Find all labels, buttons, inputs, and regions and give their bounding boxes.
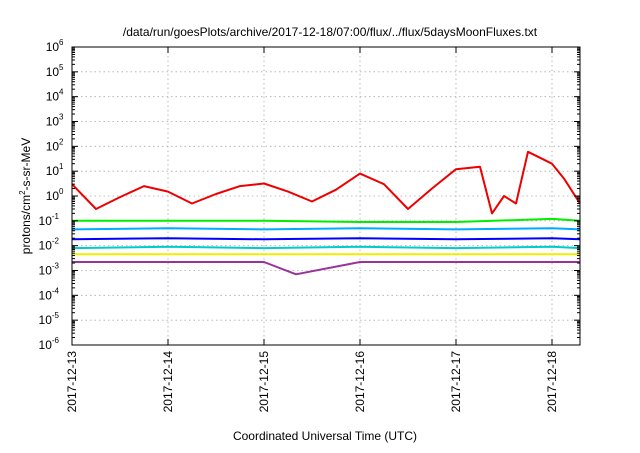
- svg-text:protons/cm2-s-sr-MeV: protons/cm2-s-sr-MeV: [18, 138, 33, 254]
- x-tick-label: 2017-12-17: [449, 351, 463, 413]
- x-tick-label: 2017-12-16: [353, 351, 367, 413]
- y-axis-label-rest: -s-sr-MeV: [19, 138, 33, 191]
- x-axis-label: Coordinated Universal Time (UTC): [233, 429, 417, 443]
- tick-layer: 10-6 10-5 10-4 10-3 10-2 10-1 100 101 102 103 104 1…: [39, 38, 580, 412]
- x-tick-label: 2017-12-18: [545, 351, 559, 413]
- y-tick-label: 10-4: [39, 286, 60, 302]
- y-tick-label: 102: [46, 137, 64, 153]
- y-tick-label: 10-1: [39, 212, 60, 228]
- y-tick-label: 104: [46, 88, 64, 104]
- series-line-7: [72, 261, 580, 276]
- series-layer: [71, 150, 581, 276]
- y-tick-label: 101: [46, 162, 64, 178]
- series-line-2: [72, 217, 581, 223]
- y-tick-label: 103: [46, 113, 64, 129]
- y-axis-label-base: protons/cm: [19, 195, 33, 254]
- grid-layer: [72, 47, 580, 345]
- y-tick-label: 10-3: [39, 262, 60, 278]
- series-line-4: [71, 237, 581, 241]
- x-tick-label: 2017-12-13: [65, 351, 79, 413]
- y-axis-label-sup: 2: [18, 190, 27, 195]
- x-tick-label: 2017-12-14: [161, 351, 175, 413]
- y-tick-label: 106: [46, 38, 64, 54]
- y-tick-label: 10-6: [39, 336, 60, 352]
- chart-title: /data/run/goesPlots/archive/2017-12-18/0…: [123, 25, 538, 39]
- y-axis-label: protons/cm2-s-sr-MeV: [18, 138, 33, 254]
- x-tick-label: 2017-12-15: [257, 351, 271, 413]
- y-tick-label: 100: [46, 187, 64, 203]
- series-line-5: [71, 245, 581, 250]
- series-line-1: [71, 150, 581, 215]
- y-tick-label: 10-2: [39, 237, 60, 253]
- y-tick-label: 105: [46, 63, 64, 79]
- series-line-3: [71, 227, 581, 231]
- y-tick-label: 10-5: [39, 311, 60, 327]
